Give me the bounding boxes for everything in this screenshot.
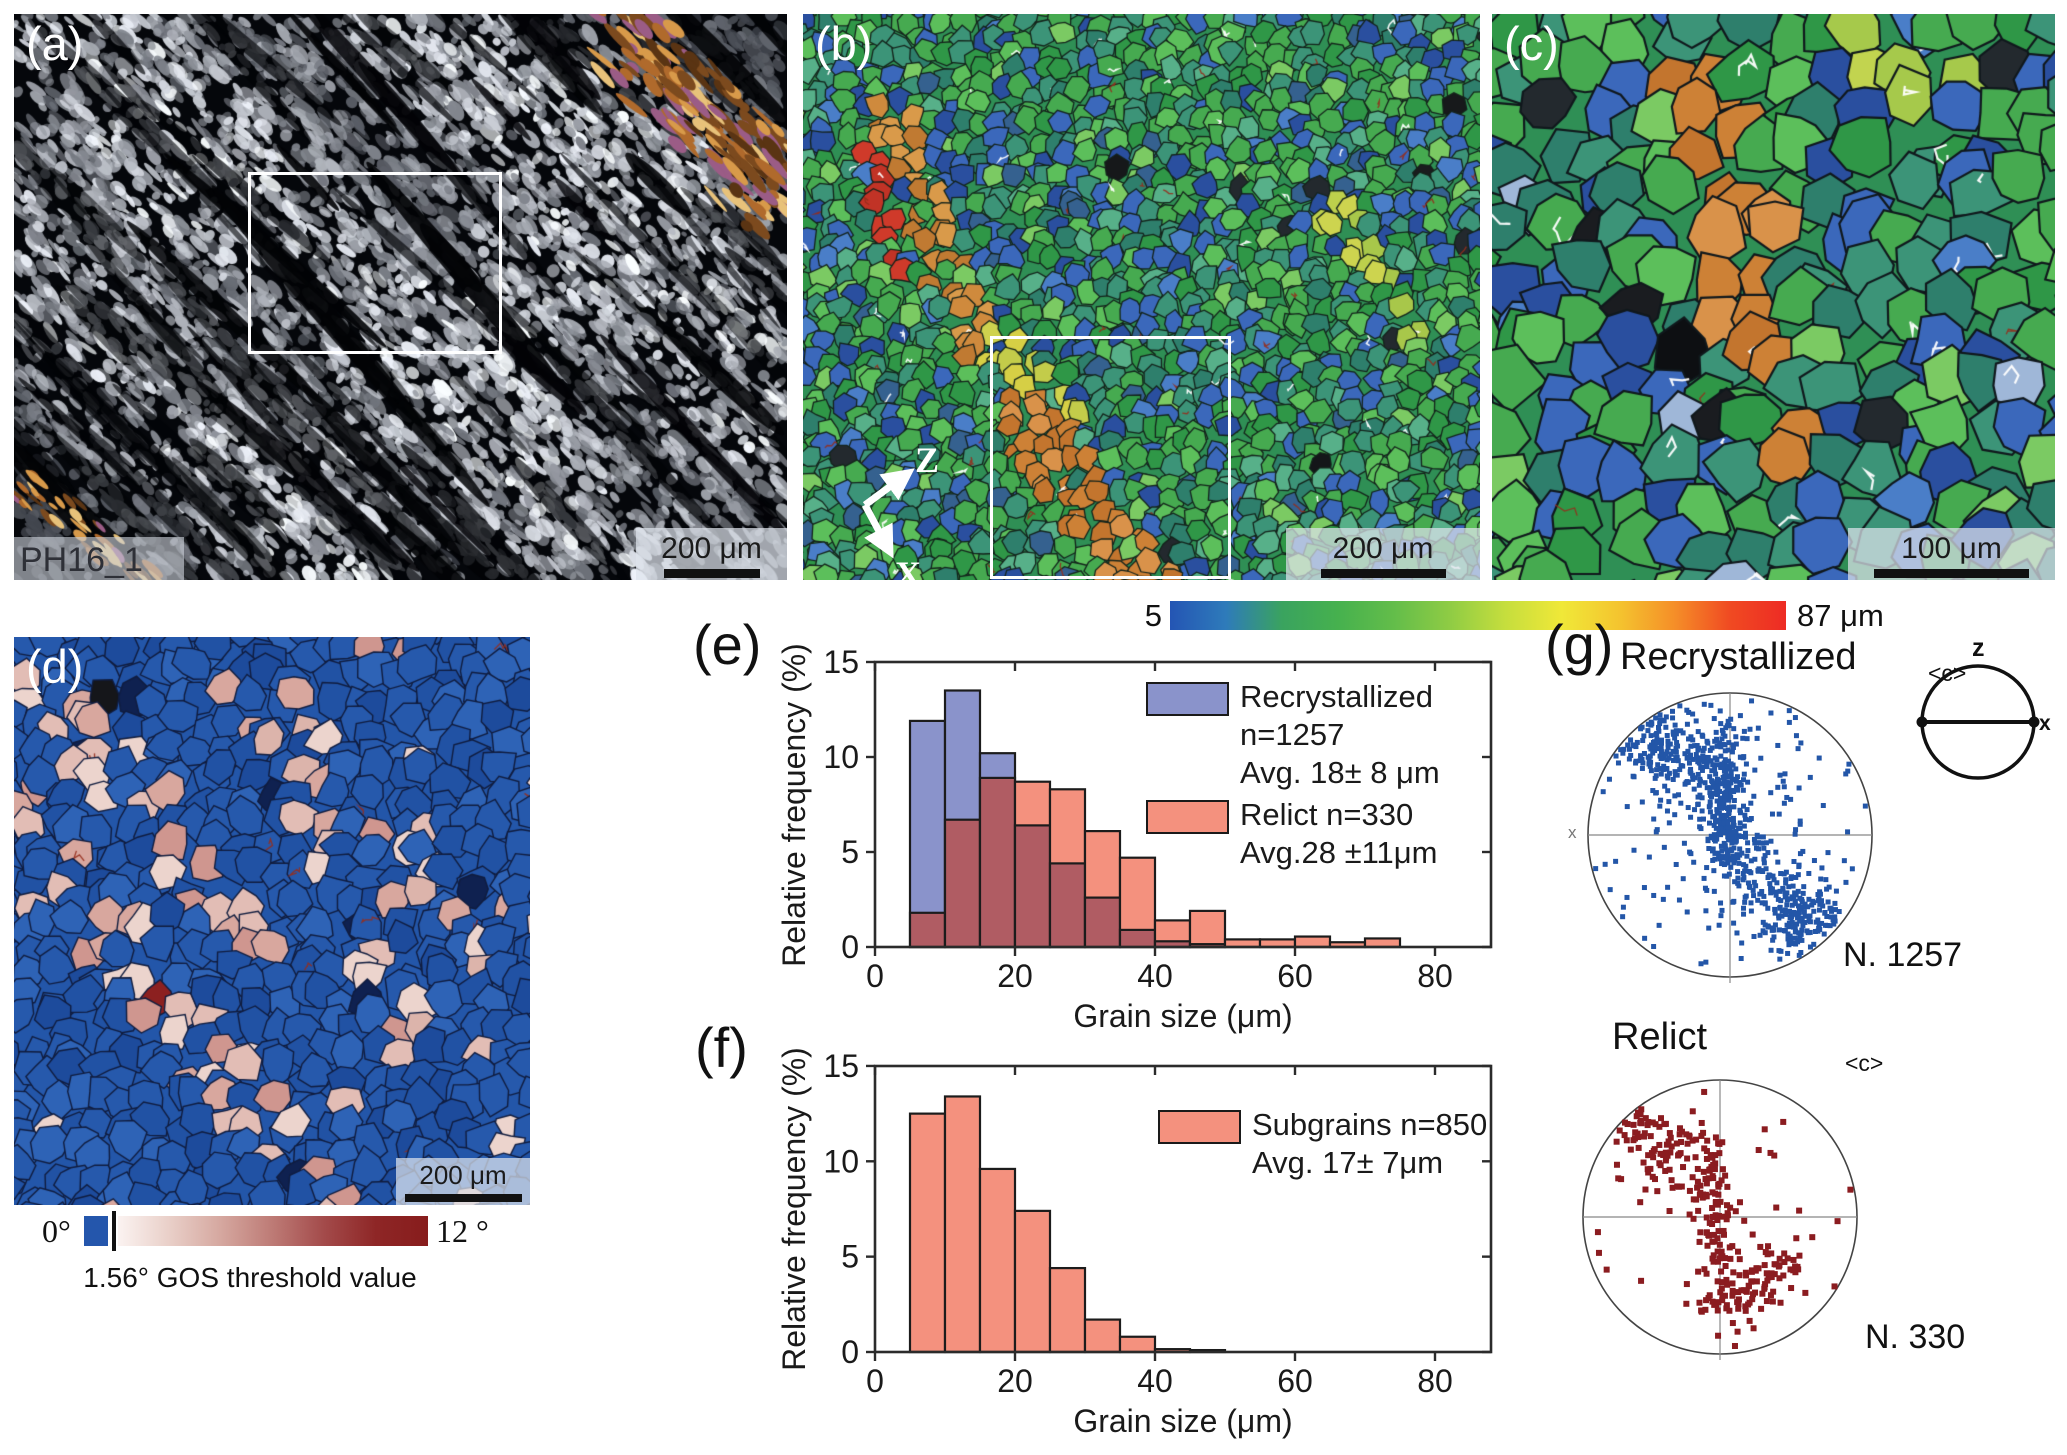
x-axis-arrow [861,503,894,559]
legend-text: Recrystallized n=1257 Avg. 18± 8 μm [1240,679,1440,790]
gos-colorbar-blue-block [84,1216,108,1246]
svg-text:0: 0 [841,1334,859,1370]
legend-entry: Recrystallized n=1257 Avg. 18± 8 μm [1146,678,1440,792]
pole1-count: N. 1257 [1843,936,1963,974]
svg-text:Relative frequency (%): Relative frequency (%) [776,643,812,967]
svg-text:15: 15 [823,1048,859,1084]
pole1-axis-label: <c> [1928,660,1967,686]
legend-text: Relict n=330 Avg.28 ±11μm [1240,797,1438,870]
pole2-title: Relict [1612,1016,1708,1058]
svg-text:0: 0 [866,1363,884,1399]
panel-g-label: (g) [1545,613,1614,676]
panel-c-label: (c) [1504,17,1559,70]
legend-entry: Relict n=330 Avg.28 ±11μm [1146,796,1440,872]
svg-text:40: 40 [1137,958,1173,994]
panel-b-scalebar: 200 μm [1286,528,1480,580]
pole-figure-relict [1582,1079,1858,1360]
panel-a-scalebar: 200 μm [636,528,787,580]
scalebar-text: 200 μm [419,1160,507,1190]
sample-id-tag: PH16_1 [14,537,184,580]
scalebar-bar [1320,569,1446,578]
svg-text:Grain size (μm): Grain size (μm) [1073,998,1292,1034]
legend-text: Subgrains n=850 Avg. 17± 7μm [1252,1107,1488,1180]
svg-text:20: 20 [997,958,1033,994]
scalebar-text: 200 μm [661,532,762,565]
kinematic-axes: Z X [861,440,939,580]
svg-text:10: 10 [823,739,859,775]
svg-text:40: 40 [1137,1363,1173,1399]
pole2-count: N. 330 [1865,1318,1966,1356]
svg-text:0: 0 [866,958,884,994]
gos-colorbar-max-label: 12 ° [436,1213,489,1249]
panel-d-scalebar: 200 μm [396,1158,530,1205]
histogram-subgrains: 0 20 40 60 80 0 5 10 15 Grain size (μm) Relative f… [776,1047,1493,1439]
z-axis-arrow [862,468,915,508]
svg-text:Grain size (μm): Grain size (μm) [1073,1403,1292,1439]
orientation-inset: z x [1916,634,2051,780]
gos-threshold-tick [112,1211,116,1251]
scalebar-bar [404,1194,522,1202]
svg-text:80: 80 [1417,958,1453,994]
legend-entry: Subgrains n=850 Avg. 17± 7μm [1158,1106,1487,1182]
svg-text:60: 60 [1277,1363,1313,1399]
inset-left-dot [1916,716,1928,728]
svg-text:5: 5 [841,834,859,870]
svg-text:10: 10 [823,1143,859,1179]
pole-figure-recrystallized [1587,692,1873,983]
legend-swatch [1146,682,1229,716]
scalebar-bar [663,569,760,578]
grain-colorbar-min-label: 5 [1144,598,1162,633]
legend-swatch [1158,1110,1241,1144]
panel-a-inset-box [248,172,502,354]
gos-map-image [14,637,530,1205]
svg-text:60: 60 [1277,958,1313,994]
panel-c-grain-size-map-zoom: (c) 100 μm [1492,14,2055,580]
svg-text:20: 20 [997,1363,1033,1399]
panel-d-label: (d) [26,640,84,693]
grain-colorbar-max-label: 87 μm [1797,598,1884,633]
micrograph-image [14,14,787,580]
x-axis-label: X [895,554,921,580]
panel-a-label: (a) [26,17,84,70]
panel-a-xpl-micrograph: (a) PH16_1 200 μm [14,14,787,580]
histogram-recrystallized-relict: 0 20 40 60 80 0 5 10 15 Grain size (μm) Relative f… [776,643,1493,1034]
inset-right-dot [2028,716,2040,728]
gos-colorbar [118,1216,428,1246]
panel-b-inset-box [990,336,1231,579]
inset-z-label: z [1972,634,1985,662]
histogram-f-legend: Subgrains n=850 Avg. 17± 7μm [1158,1106,1487,1186]
svg-text:Relative frequency (%): Relative frequency (%) [776,1047,812,1371]
svg-text:15: 15 [823,644,859,680]
pole1-x-mark: x [1568,823,1577,842]
panel-d-gos-map: (d) 200 μm [14,637,530,1205]
grain-map-zoom-image [1492,14,2055,580]
panel-f-label: (f) [695,1016,748,1079]
panel-b-label: (b) [815,17,873,70]
z-axis-label: Z [915,440,939,480]
pole1-title: Recrystallized [1620,636,1857,678]
gos-threshold-caption: 1.56° GOS threshold value [83,1262,417,1293]
grain-map-image [803,14,1480,580]
histogram-e-legend: Recrystallized n=1257 Avg. 18± 8 μm Relict … [1146,678,1440,876]
panel-e-label: (e) [693,613,762,676]
scalebar-text: 100 μm [1901,532,2002,565]
pole2-axis-label: <c> [1845,1050,1884,1076]
grain-size-colorbar [1170,601,1786,630]
panel-c-scalebar: 100 μm [1848,528,2055,580]
legend-swatch [1146,800,1229,834]
svg-text:5: 5 [841,1239,859,1275]
scalebar-bar [1874,569,2029,578]
gos-colorbar-min-label: 0° [42,1213,71,1249]
scalebar-text: 200 μm [1332,532,1434,565]
panel-b-grain-size-map: (b) Z X 200 μm [803,14,1480,580]
inset-x-label: x [2039,712,2051,735]
svg-text:0: 0 [841,929,859,965]
svg-text:80: 80 [1417,1363,1453,1399]
